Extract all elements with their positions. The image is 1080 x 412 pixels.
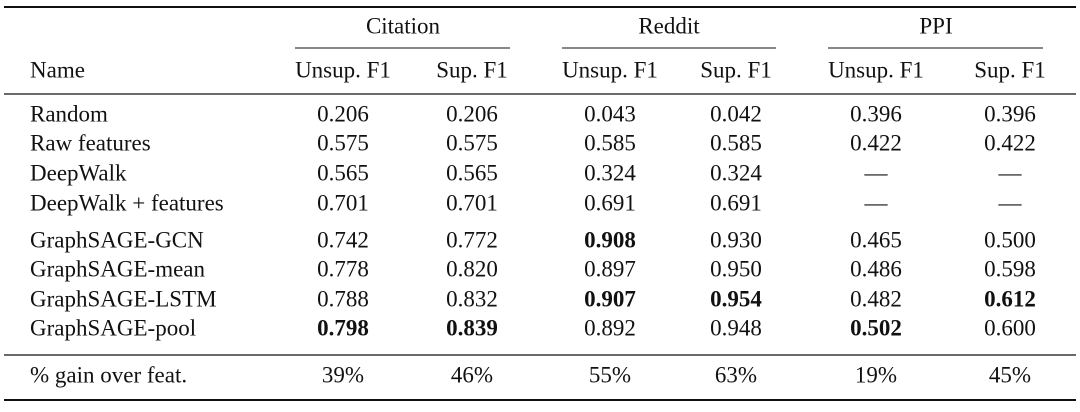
cell: 0.575 [446, 130, 498, 155]
row-name: GraphSAGE-pool [30, 315, 196, 340]
cell: 0.206 [317, 101, 369, 126]
cell: 0.772 [446, 227, 498, 252]
cell: 0.422 [984, 130, 1036, 155]
cell: — [864, 190, 889, 215]
cell: 0.742 [317, 227, 369, 252]
cell: 0.324 [710, 160, 762, 185]
cell: 0.954 [710, 286, 762, 311]
cell: 0.206 [446, 101, 498, 126]
cell: 0.701 [317, 190, 369, 215]
cell: — [998, 190, 1023, 215]
cell: 0.897 [584, 256, 636, 281]
cell: — [864, 160, 889, 185]
cell: 0.396 [984, 101, 1036, 126]
row-name: Raw features [30, 130, 151, 155]
cell: 0.486 [850, 256, 902, 281]
cell: 0.598 [984, 256, 1036, 281]
cell: 0.565 [446, 160, 498, 185]
cell: 0.482 [850, 286, 902, 311]
row-name: GraphSAGE-LSTM [30, 286, 217, 311]
cell: 0.948 [710, 315, 762, 340]
cell: 0.500 [984, 227, 1036, 252]
row-name: DeepWalk + features [30, 190, 224, 215]
column-header: Unsup. F1 [295, 57, 391, 82]
cell: 0.565 [317, 160, 369, 185]
footer-cell: 39% [322, 362, 364, 387]
footer-cell: 19% [855, 362, 897, 387]
cell: 0.832 [446, 286, 498, 311]
group-header: PPI [919, 13, 952, 38]
row-name: Random [30, 101, 108, 126]
group-header: Citation [366, 13, 441, 38]
cell: 0.691 [710, 190, 762, 215]
cell: 0.043 [584, 101, 636, 126]
cell: 0.892 [584, 315, 636, 340]
footer-cell: 46% [451, 362, 493, 387]
cell: 0.908 [584, 227, 636, 252]
cell: 0.907 [584, 286, 636, 311]
footer-cell: 45% [989, 362, 1031, 387]
cell: 0.422 [850, 130, 902, 155]
row-name: GraphSAGE-GCN [30, 227, 204, 252]
column-header: Sup. F1 [436, 57, 508, 82]
footer-name: % gain over feat. [30, 362, 187, 387]
cell: 0.950 [710, 256, 762, 281]
cell: 0.575 [317, 130, 369, 155]
row-name: GraphSAGE-mean [30, 256, 206, 281]
cell: 0.600 [984, 315, 1036, 340]
cell: 0.612 [984, 286, 1036, 311]
column-header: Name [30, 57, 85, 82]
cell: 0.502 [850, 315, 902, 340]
cell: 0.701 [446, 190, 498, 215]
cell: 0.839 [446, 315, 498, 340]
cell: 0.396 [850, 101, 902, 126]
cell: 0.324 [584, 160, 636, 185]
cell: — [998, 160, 1023, 185]
cell: 0.585 [710, 130, 762, 155]
cell: 0.465 [850, 227, 902, 252]
cell: 0.820 [446, 256, 498, 281]
cell: 0.788 [317, 286, 369, 311]
footer-cell: 55% [589, 362, 631, 387]
column-header: Sup. F1 [700, 57, 772, 82]
cell: 0.042 [710, 101, 762, 126]
column-header: Sup. F1 [974, 57, 1046, 82]
footer-cell: 63% [715, 362, 757, 387]
column-header: Unsup. F1 [562, 57, 658, 82]
group-header: Reddit [638, 13, 700, 38]
column-header: Unsup. F1 [828, 57, 924, 82]
cell: 0.798 [317, 315, 369, 340]
cell: 0.930 [710, 227, 762, 252]
cell: 0.691 [584, 190, 636, 215]
cell: 0.585 [584, 130, 636, 155]
cell: 0.778 [317, 256, 369, 281]
row-name: DeepWalk [30, 160, 127, 185]
